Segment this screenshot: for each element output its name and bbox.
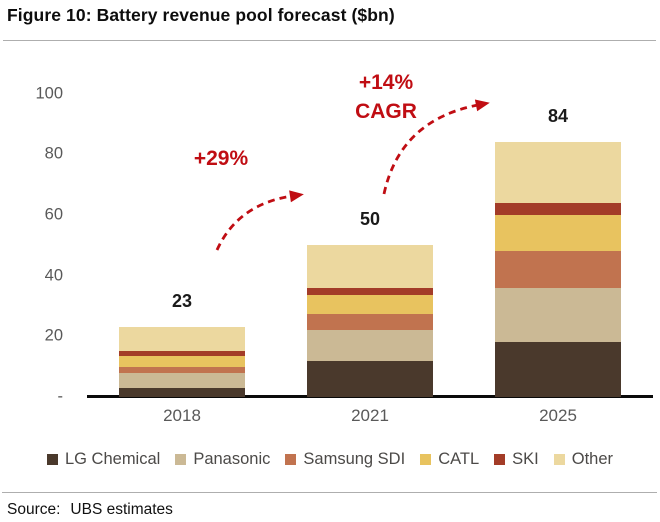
legend-item-samsung-sdi: Samsung SDI	[285, 450, 405, 469]
bar-segment-ski	[495, 202, 621, 215]
footer-divider	[2, 492, 657, 493]
legend-swatch-icon	[420, 454, 432, 465]
legend-label: CATL	[438, 450, 480, 468]
y-axis-tick-label: 80	[44, 144, 63, 163]
bar-segment-other	[307, 245, 433, 288]
legend-label: Panasonic	[193, 450, 271, 468]
growth-annotation-line2: CAGR	[355, 100, 417, 123]
legend-swatch-icon	[46, 454, 58, 465]
bar-segment-ski	[119, 351, 245, 357]
title-divider	[3, 40, 656, 41]
bar-segment-samsung-sdi	[119, 366, 245, 373]
legend-item-other: Other	[553, 450, 614, 469]
source-note: Source: UBS estimates	[7, 501, 173, 519]
legend-item-ski: SKI	[494, 450, 539, 469]
bar-segment-lg-chemical	[119, 387, 245, 397]
legend-item-panasonic: Panasonic	[175, 450, 270, 469]
source-text: UBS estimates	[70, 501, 173, 518]
bar-segment-samsung-sdi	[307, 313, 433, 331]
legend-label: Other	[571, 450, 614, 468]
bar-segment-ski	[307, 287, 433, 296]
x-axis-label-2025: 2025	[539, 406, 577, 425]
bar-segment-panasonic	[495, 287, 621, 343]
growth-arrow-1-icon	[215, 190, 304, 251]
legend: LG Chemical Panasonic Samsung SDI CATL SKI Ot…	[0, 450, 660, 469]
growth-annotation-14pct-cagr: +14% CAGR	[355, 68, 417, 126]
bar-segment-other	[495, 142, 621, 203]
y-axis-tick-label: 20	[44, 326, 63, 345]
bar-segment-lg-chemical	[307, 360, 433, 397]
bar-segment-panasonic	[307, 330, 433, 361]
y-axis-tick-label: 40	[44, 266, 63, 285]
bar-segment-panasonic	[119, 372, 245, 388]
bar-segment-lg-chemical	[495, 342, 621, 397]
legend-label: LG Chemical	[64, 450, 161, 468]
legend-swatch-icon	[494, 454, 506, 465]
x-axis-label-2018: 2018	[163, 406, 201, 425]
legend-item-catl: CATL	[420, 450, 479, 469]
bar-segment-catl	[307, 295, 433, 314]
legend-swatch-icon	[553, 454, 565, 465]
figure-title: Figure 10: Battery revenue pool forecast…	[7, 5, 395, 25]
bar-total-label-2018: 23	[171, 291, 193, 312]
bar-segment-catl	[495, 214, 621, 252]
growth-annotation-line1: +14%	[358, 71, 414, 94]
bar-segment-samsung-sdi	[495, 251, 621, 288]
y-axis-tick-label: -	[57, 387, 64, 406]
y-axis-tick-label: 100	[35, 84, 63, 102]
legend-label: SKI	[512, 450, 539, 468]
source-label: Source:	[7, 501, 61, 518]
growth-annotation-29pct: +29%	[193, 147, 249, 170]
legend-swatch-icon	[175, 454, 187, 465]
bar-segment-other	[119, 327, 245, 352]
legend-label: Samsung SDI	[303, 450, 406, 468]
bar-total-label-2025: 84	[547, 106, 569, 127]
bar-total-label-2021: 50	[359, 209, 381, 230]
bar-segment-catl	[119, 356, 245, 367]
legend-swatch-icon	[285, 454, 297, 465]
x-axis-label-2021: 2021	[351, 406, 389, 425]
y-axis-tick-label: 60	[44, 205, 63, 224]
legend-item-lg-chemical: LG Chemical	[46, 450, 161, 469]
